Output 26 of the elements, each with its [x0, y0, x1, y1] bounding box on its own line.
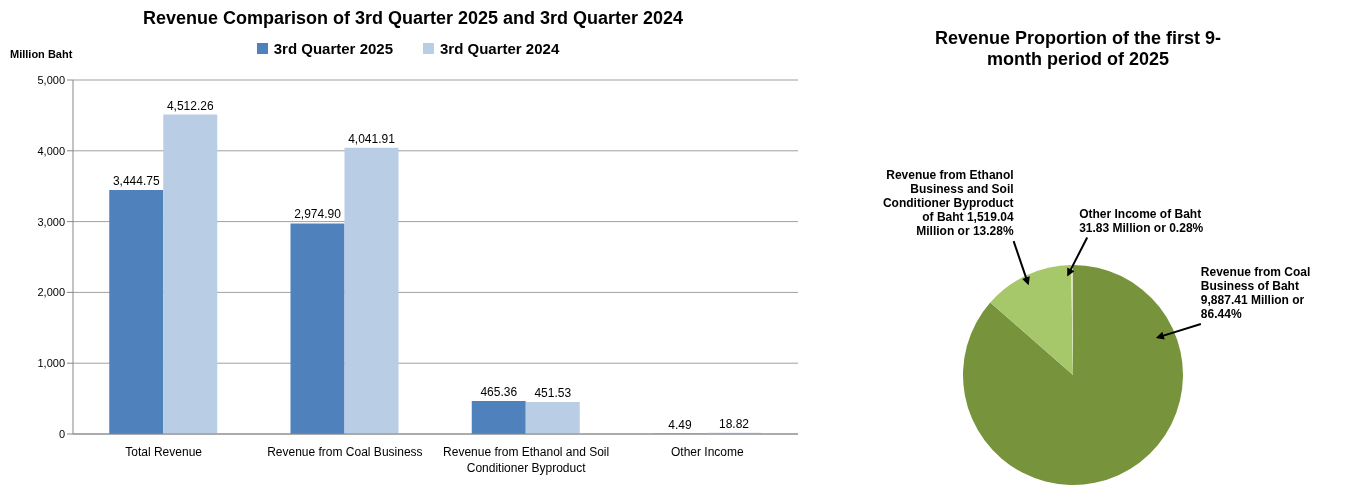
- data-label: 2,974.90: [294, 207, 342, 222]
- y-tick-label: 3,000: [37, 215, 65, 228]
- legend-label: 3rd Quarter 2025: [272, 40, 393, 57]
- data-label: 3,444.75: [112, 174, 160, 189]
- x-tick-label: Total Revenue: [125, 445, 203, 459]
- data-label: 4,512.26: [166, 98, 214, 113]
- slice-label: Revenue from Coal Business of Baht 9,887.41 Million or 86.44%: [1200, 265, 1311, 322]
- chart-title: Revenue Comparison of 3rd Quarter 2025 and 3rd Quarter 2024: [141, 8, 685, 30]
- data-label: 465.36: [480, 385, 518, 400]
- y-tick-label: 1,000: [37, 357, 65, 370]
- x-tick-label: Revenue from Coal Business: [267, 445, 423, 459]
- chart-title: Revenue Proportion of the first 9-month period of 2025: [934, 28, 1222, 70]
- data-label: 4.49: [668, 417, 692, 432]
- y-tick-label: 0: [58, 427, 65, 440]
- slice-label: Other Income of Baht 31.83 Million or 0.28%: [1079, 206, 1204, 235]
- x-tick-label: Revenue from Ethanol and Soil Conditioner Byproduct: [443, 445, 610, 475]
- y-tick-label: 4,000: [37, 144, 65, 157]
- data-label: 4,041.91: [348, 131, 396, 146]
- y-tick-label: 5,000: [37, 73, 65, 86]
- legend-label: 3rd Quarter 2024: [439, 40, 560, 57]
- y-tick-label: 2,000: [37, 286, 65, 299]
- slice-label: Revenue from Ethanol Business and Soil Conditioner Byproduct of Baht 1,519.04 Million or 13.28%: [882, 168, 1014, 239]
- y-axis-title: Million Baht: [10, 48, 73, 60]
- data-label: 18.82: [718, 416, 750, 431]
- x-tick-label: Other Income: [671, 445, 745, 459]
- data-label: 451.53: [534, 386, 572, 401]
